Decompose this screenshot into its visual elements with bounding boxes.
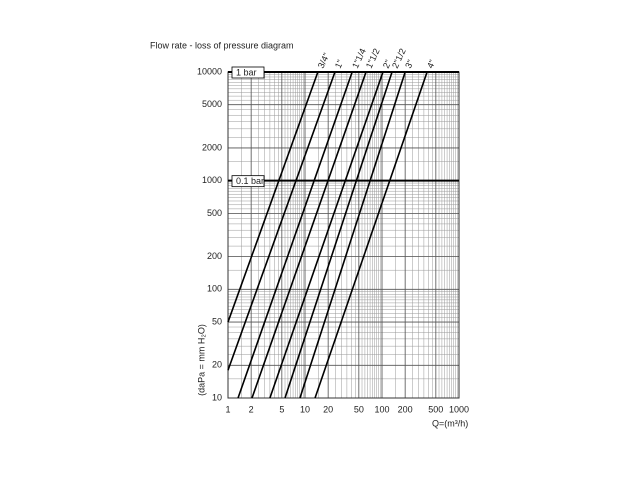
series-line [269, 71, 384, 399]
series-line [314, 71, 428, 399]
series-line [299, 71, 406, 399]
x-tick-label: 200 [398, 404, 413, 414]
x-tick-label: 50 [354, 404, 364, 414]
series-label: 3" [403, 58, 416, 70]
x-tick-label: 20 [323, 404, 333, 414]
reference-label: 1 bar [236, 67, 257, 77]
plot-frame [227, 71, 460, 399]
y-tick-label: 10 [212, 392, 222, 402]
y-axis-label: (daPa = mm H₂O) [196, 324, 206, 396]
y-tick-label: 2000 [202, 142, 222, 152]
series-label: 1" [333, 58, 346, 70]
series-line [227, 71, 336, 371]
y-tick-label: 500 [207, 208, 222, 218]
series-label: 1"1/2 [364, 47, 382, 70]
y-tick-label: 100 [207, 284, 222, 294]
x-tick-label: 5 [279, 404, 284, 414]
series-line [237, 71, 353, 399]
reference-label: 0.1 bar [236, 176, 264, 186]
x-tick-label: 1 [225, 404, 230, 414]
x-axis-label: Q=(m³/h) [432, 418, 468, 428]
series-label: 2" [381, 58, 394, 70]
reference-label-box [231, 66, 265, 79]
x-tick-label: 2 [249, 404, 254, 414]
y-tick-label: 20 [212, 360, 222, 370]
series-label: 3/4" [316, 51, 332, 69]
x-tick-label: 100 [374, 404, 389, 414]
y-tick-label: 1000 [202, 175, 222, 185]
series-label: 4" [425, 58, 438, 70]
y-tick-label: 5000 [202, 99, 222, 109]
x-tick-label: 1000 [449, 404, 469, 414]
series-line [227, 71, 319, 323]
y-tick-label: 50 [212, 316, 222, 326]
series-line [284, 71, 393, 399]
chart-title: Flow rate - loss of pressure diagram [150, 40, 294, 50]
reference-label-box [231, 175, 265, 188]
y-tick-label: 10000 [197, 66, 222, 76]
x-tick-label: 10 [300, 404, 310, 414]
y-tick-label: 200 [207, 251, 222, 261]
series-line [251, 71, 367, 399]
x-tick-label: 500 [428, 404, 443, 414]
